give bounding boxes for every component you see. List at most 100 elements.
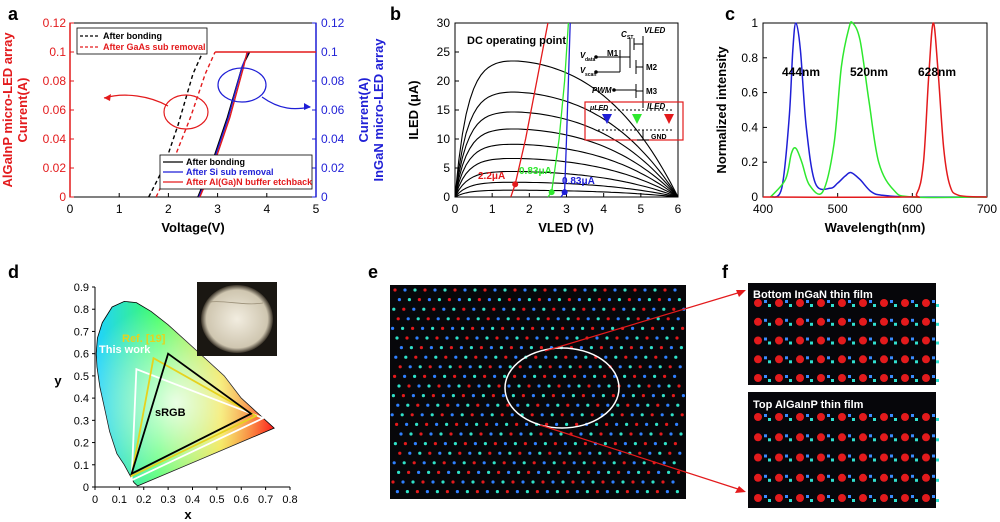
panel-e-pixel-dot bbox=[491, 480, 495, 484]
panel-e-pixel-dot bbox=[433, 288, 437, 292]
panel-f-red-pixel bbox=[880, 374, 888, 382]
panel-f-blue-pixel bbox=[764, 300, 767, 303]
panel-e-pixel-dot bbox=[607, 298, 612, 302]
panel-f-blue-pixel bbox=[806, 375, 809, 378]
panel-f-blue-pixel bbox=[764, 414, 767, 417]
panel-e-pixel-dot bbox=[611, 480, 615, 484]
panel-e-pixel-dot bbox=[597, 298, 602, 302]
panel-e-pixel-dot bbox=[455, 336, 459, 340]
panel-e-pixel-dot bbox=[581, 480, 585, 484]
panel-e-pixel-dot bbox=[672, 461, 676, 465]
panel-b-transistor-curve bbox=[454, 181, 679, 198]
panel-d-gamut-triangle bbox=[130, 367, 266, 482]
panel-f-red-pixel bbox=[880, 433, 888, 442]
panel-e-pixel-dot bbox=[535, 336, 539, 340]
panel-e-pixel-dot bbox=[610, 413, 614, 417]
panel-e-pixel-dot bbox=[541, 394, 546, 398]
panel-e-pixel-dot bbox=[616, 317, 620, 321]
panel-f-cyan-pixel bbox=[852, 499, 855, 502]
panel-e-pixel-dot bbox=[570, 413, 574, 417]
panel-e-pixel-dot bbox=[543, 288, 547, 292]
panel-f-cyan-pixel bbox=[936, 458, 939, 462]
panel-f-cyan-pixel bbox=[810, 360, 813, 364]
panel-f-cyan-pixel bbox=[915, 438, 918, 442]
panel-f-blue-pixel bbox=[848, 318, 851, 322]
panel-f-blue-pixel bbox=[869, 495, 872, 498]
panel-f-blue-pixel bbox=[806, 495, 809, 498]
panel-f-red-pixel bbox=[838, 433, 846, 442]
panel-e-pixel-dot bbox=[574, 355, 578, 359]
panel-f-blue-pixel bbox=[785, 318, 788, 322]
panel-f-blue-pixel bbox=[869, 474, 872, 478]
panel-a-ylabel-right-line: Current(A) bbox=[356, 78, 371, 143]
panel-e-pixel-dot bbox=[629, 346, 634, 350]
panel-e-pixel-dot bbox=[505, 336, 509, 340]
panel-a-ytick-left-label: 0.08 bbox=[43, 74, 67, 88]
panel-f-cyan-pixel bbox=[831, 438, 834, 442]
panel-e-pixel-dot bbox=[459, 346, 463, 350]
panel-e-pixel-dot bbox=[522, 307, 526, 311]
panel-c-spectrum-line bbox=[762, 22, 988, 199]
panel-f-cyan-pixel bbox=[873, 360, 876, 364]
panel-e-pixel-dot bbox=[400, 413, 404, 417]
panel-f-blue-pixel bbox=[848, 414, 851, 417]
panel-e-pixel-dot bbox=[556, 403, 560, 407]
panel-e-pixel-dot bbox=[405, 490, 409, 494]
panel-e-pixel-dot bbox=[644, 355, 648, 359]
panel-c-xtick-label: 600 bbox=[902, 202, 922, 216]
panel-e-pixel-dot bbox=[555, 490, 560, 494]
panel-b-operating-point-chart: 0 1 2 3 4 5 6 0 5 10 15 20 25 30 DC operating point bbox=[406, 16, 684, 235]
panel-e-pixel-dot bbox=[533, 374, 537, 378]
panel-e-pixel-dot bbox=[680, 413, 684, 417]
panel-f-red-pixel bbox=[754, 453, 762, 462]
panel-b-ytick-label: 10 bbox=[437, 132, 451, 146]
panel-b-ytick-label: 15 bbox=[437, 103, 451, 117]
panel-e-pixel-dot bbox=[450, 413, 454, 417]
panel-f-cyan-pixel bbox=[831, 341, 834, 345]
panel-e-pixel-dot bbox=[428, 365, 432, 369]
panel-f-blue-pixel bbox=[932, 300, 935, 303]
panel-e-pixel-dot bbox=[432, 461, 436, 465]
panel-e-pixel-dot bbox=[587, 298, 592, 302]
panel-f-blue-pixel bbox=[911, 375, 914, 378]
panel-f-red-pixel bbox=[880, 413, 888, 421]
panel-f-blue-pixel bbox=[932, 375, 935, 378]
panel-f-red-pixel bbox=[817, 473, 825, 482]
panel-e-pixel-dot bbox=[635, 490, 640, 494]
panel-e-pixel-dot bbox=[604, 355, 608, 359]
panel-f-blue-pixel bbox=[827, 434, 830, 438]
panel-d-ylabel: y bbox=[54, 373, 62, 388]
panel-e-pixel-dot bbox=[493, 442, 497, 446]
panel-f-red-pixel bbox=[901, 299, 909, 307]
panel-e-pixel-dot bbox=[480, 413, 484, 417]
panel-e-pixel-dot bbox=[503, 374, 507, 378]
panel-e-pixel-dot bbox=[487, 298, 491, 302]
panel-b-xtick-label: 4 bbox=[600, 202, 607, 216]
panel-f-red-pixel bbox=[901, 374, 909, 382]
panel-f-cyan-pixel bbox=[789, 478, 792, 482]
panel-e-pixel-dot bbox=[498, 451, 502, 455]
panel-f-red-pixel bbox=[922, 413, 930, 421]
panel-f-blue-pixel bbox=[911, 414, 914, 417]
panel-e-pixel-dot bbox=[531, 480, 535, 484]
panel-e-pixel-dot bbox=[623, 288, 627, 292]
panel-e-pixel-dot bbox=[558, 451, 562, 455]
panel-e-pixel-dot bbox=[507, 298, 511, 302]
panel-f-blue-pixel bbox=[806, 414, 809, 417]
panel-f-cyan-pixel bbox=[915, 478, 918, 482]
panel-e-pixel-dot bbox=[467, 384, 471, 388]
panel-e-pixel-dot bbox=[451, 326, 455, 330]
panel-e-pixel-dot bbox=[461, 394, 465, 398]
panel-e-pixel-dot bbox=[622, 307, 626, 311]
panel-f-blue-pixel bbox=[806, 318, 809, 322]
panel-f-cyan-pixel bbox=[789, 499, 792, 502]
panel-a-ylabel-left-line: Current(A) bbox=[15, 78, 30, 143]
panel-f-red-pixel bbox=[880, 453, 888, 462]
panel-e-pixel-dot bbox=[530, 413, 534, 417]
panel-e-pixel-dot bbox=[608, 451, 612, 455]
panel-e-pixel-dot bbox=[669, 432, 673, 436]
panel-f-red-pixel bbox=[901, 473, 909, 482]
panel-e-pixel-dot bbox=[511, 480, 515, 484]
panel-e-pixel-dot bbox=[596, 317, 600, 321]
panel-f-cyan-pixel bbox=[915, 322, 918, 326]
